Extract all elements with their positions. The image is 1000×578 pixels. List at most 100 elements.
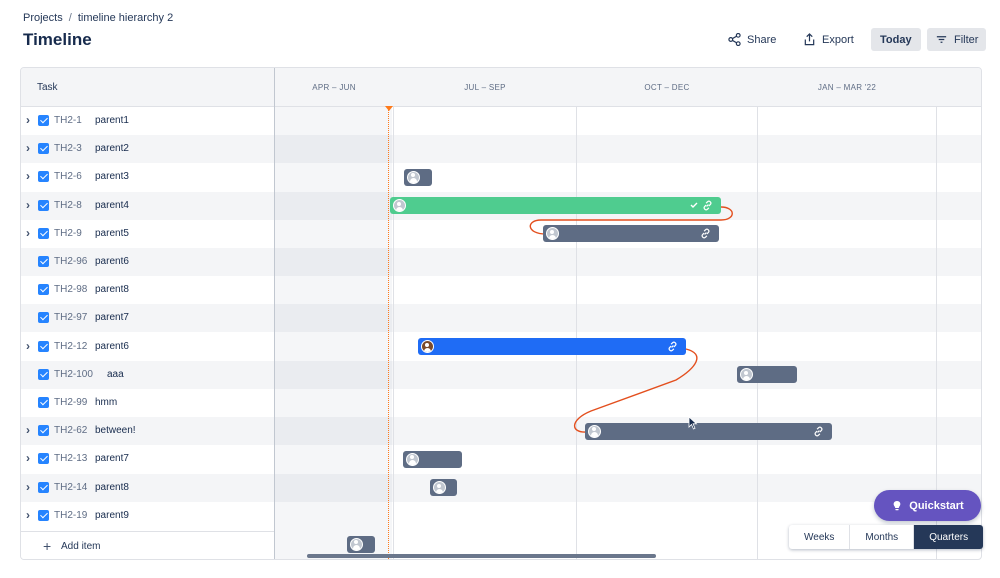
timeline-bar[interactable] xyxy=(430,479,457,497)
task-type-checkbox-icon xyxy=(38,256,49,267)
task-key[interactable]: TH2-62 xyxy=(54,425,88,437)
plus-icon: + xyxy=(43,538,52,554)
link-icon[interactable] xyxy=(700,228,711,239)
task-row[interactable]: TH2-97 parent7 xyxy=(21,304,981,333)
timeline-bar[interactable] xyxy=(403,450,462,468)
task-key[interactable]: TH2-96 xyxy=(54,256,88,267)
task-name[interactable]: parent8 xyxy=(95,284,129,296)
quarter-divider xyxy=(393,68,394,559)
horizontal-scrollbar[interactable] xyxy=(307,554,656,558)
zoom-weeks[interactable]: Weeks xyxy=(789,525,851,549)
task-name[interactable]: hmm xyxy=(95,397,118,408)
timeline-bar[interactable] xyxy=(347,535,375,553)
chevron-right-icon[interactable]: › xyxy=(26,169,30,184)
task-key[interactable]: TH2-14 xyxy=(54,481,88,493)
task-cell: › TH2-3 parent2 xyxy=(21,135,274,163)
task-name[interactable]: parent1 xyxy=(95,115,129,126)
avatar xyxy=(588,424,601,438)
task-name[interactable]: parent6 xyxy=(95,256,129,267)
task-row[interactable]: TH2-100 aaa xyxy=(21,360,981,389)
chevron-right-icon[interactable]: › xyxy=(26,225,30,240)
filter-button[interactable]: Filter xyxy=(927,28,987,51)
task-column-header: Task xyxy=(37,82,58,93)
task-key[interactable]: TH2-98 xyxy=(54,284,88,296)
zoom-months[interactable]: Months xyxy=(850,525,915,549)
task-name[interactable]: parent6 xyxy=(95,340,129,352)
task-key[interactable]: TH2-100 xyxy=(54,368,93,380)
task-column-divider[interactable] xyxy=(274,68,275,559)
quarter-header: JUL – SEP xyxy=(464,83,506,92)
chevron-right-icon[interactable]: › xyxy=(26,338,30,353)
share-button[interactable]: Share xyxy=(720,28,784,51)
task-row[interactable]: › TH2-9 parent5 xyxy=(21,220,981,248)
task-name[interactable]: parent4 xyxy=(95,199,129,211)
timeline-bar[interactable] xyxy=(737,366,797,384)
task-cell: › TH2-9 parent5 xyxy=(21,220,274,248)
task-row[interactable]: TH2-96 parent6 xyxy=(21,248,981,276)
task-row[interactable]: TH2-98 parent8 xyxy=(21,276,981,304)
task-name[interactable]: parent3 xyxy=(95,171,129,183)
chevron-right-icon[interactable]: › xyxy=(26,197,30,212)
task-name[interactable]: parent2 xyxy=(95,143,129,155)
task-key[interactable]: TH2-8 xyxy=(54,199,82,211)
task-cell: › TH2-13 parent7 xyxy=(21,445,274,473)
task-name[interactable]: parent7 xyxy=(95,312,129,324)
add-item-row[interactable]: + Add item xyxy=(21,531,274,559)
link-icon[interactable] xyxy=(702,200,713,211)
task-key[interactable]: TH2-1 xyxy=(54,115,82,126)
timeline-bar[interactable] xyxy=(404,168,432,186)
share-icon xyxy=(728,33,741,46)
task-row[interactable]: › TH2-6 parent3 xyxy=(21,163,981,191)
task-row[interactable]: › TH2-14 parent8 xyxy=(21,473,981,502)
avatar xyxy=(740,368,753,382)
timeline-bar[interactable] xyxy=(390,197,721,215)
link-icon[interactable] xyxy=(813,426,824,437)
link-icon[interactable] xyxy=(667,341,678,352)
task-name[interactable]: parent7 xyxy=(95,453,129,465)
task-key[interactable]: TH2-6 xyxy=(54,171,82,183)
timeline-bar[interactable] xyxy=(418,338,686,356)
task-key[interactable]: TH2-9 xyxy=(54,227,82,239)
export-label: Export xyxy=(822,33,854,46)
task-cell: › TH2-62 between! xyxy=(21,417,274,445)
chevron-right-icon[interactable]: › xyxy=(26,507,30,522)
today-button[interactable]: Today xyxy=(871,28,921,51)
export-button[interactable]: Export xyxy=(795,28,862,51)
task-type-checkbox-icon xyxy=(38,199,49,211)
task-row[interactable]: › TH2-12 parent6 xyxy=(21,333,981,361)
task-cell: › TH2-12 parent6 xyxy=(21,333,274,361)
avatar xyxy=(407,170,420,184)
task-type-checkbox-icon xyxy=(38,143,49,155)
chevron-right-icon[interactable]: › xyxy=(26,141,30,156)
task-type-checkbox-icon xyxy=(38,368,49,380)
chevron-right-icon[interactable]: › xyxy=(26,479,30,494)
task-row[interactable]: › TH2-13 parent7 xyxy=(21,445,981,473)
task-name[interactable]: parent5 xyxy=(95,227,129,239)
task-name[interactable]: parent8 xyxy=(95,481,129,493)
task-key[interactable]: TH2-12 xyxy=(54,340,88,352)
timeline-bar[interactable] xyxy=(585,422,832,440)
chevron-right-icon[interactable]: › xyxy=(26,423,30,438)
task-name[interactable]: between! xyxy=(95,425,136,437)
task-row[interactable]: › TH2-1 parent1 xyxy=(21,107,981,135)
breadcrumb-current[interactable]: timeline hierarchy 2 xyxy=(77,12,174,24)
task-row[interactable]: › TH2-62 between! xyxy=(21,417,981,446)
task-key[interactable]: TH2-19 xyxy=(54,509,88,521)
breadcrumb-projects[interactable]: Projects xyxy=(23,12,63,24)
task-key[interactable]: TH2-3 xyxy=(54,143,82,155)
task-key[interactable]: TH2-97 xyxy=(54,312,88,324)
task-row[interactable]: › TH2-3 parent2 xyxy=(21,135,981,164)
task-key[interactable]: TH2-99 xyxy=(54,397,88,408)
avatar xyxy=(406,452,419,466)
chevron-right-icon[interactable]: › xyxy=(26,113,30,127)
task-row[interactable]: › TH2-19 parent9 xyxy=(21,502,981,530)
task-name[interactable]: parent9 xyxy=(95,509,129,521)
quickstart-button[interactable]: Quickstart xyxy=(874,490,981,521)
task-name[interactable]: aaa xyxy=(107,368,124,380)
task-cell: › TH2-1 parent1 xyxy=(21,107,274,135)
task-row[interactable]: TH2-99 hmm xyxy=(21,389,981,417)
task-key[interactable]: TH2-13 xyxy=(54,453,88,465)
zoom-quarters[interactable]: Quarters xyxy=(914,525,984,549)
chevron-right-icon[interactable]: › xyxy=(26,451,30,466)
timeline-bar[interactable] xyxy=(543,225,719,243)
